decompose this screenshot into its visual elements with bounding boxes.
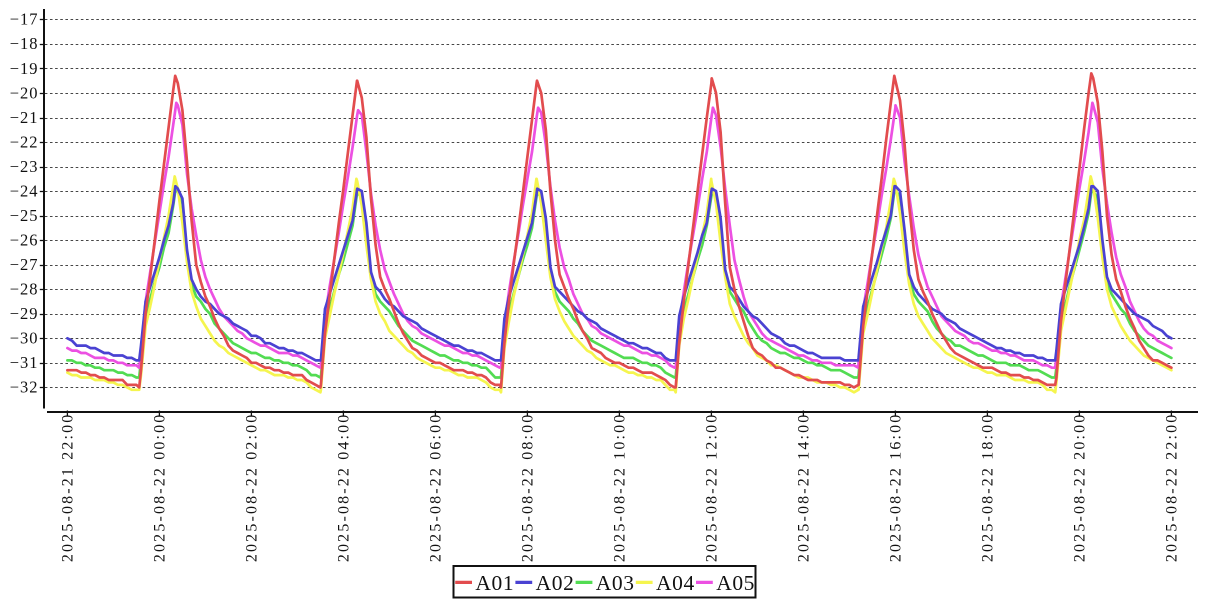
svg-text:−24: −24 — [10, 181, 39, 200]
svg-text:−22: −22 — [10, 132, 39, 151]
svg-text:−20: −20 — [10, 83, 39, 102]
svg-text:−23: −23 — [10, 157, 39, 176]
svg-text:−17: −17 — [10, 10, 39, 29]
svg-text:2025-08-22 00:00: 2025-08-22 00:00 — [152, 413, 169, 563]
svg-text:2025-08-22 20:00: 2025-08-22 20:00 — [1072, 413, 1089, 563]
svg-text:2025-08-22 10:00: 2025-08-22 10:00 — [612, 413, 629, 563]
svg-text:2025-08-22 06:00: 2025-08-22 06:00 — [428, 413, 445, 563]
svg-text:2025-08-22 22:00: 2025-08-22 22:00 — [1164, 413, 1181, 563]
svg-text:2025-08-22 14:00: 2025-08-22 14:00 — [796, 413, 813, 563]
svg-text:−30: −30 — [10, 329, 39, 348]
svg-text:2025-08-22 16:00: 2025-08-22 16:00 — [888, 413, 905, 563]
svg-text:A01: A01 — [475, 571, 514, 595]
svg-text:−29: −29 — [10, 304, 39, 323]
svg-text:−21: −21 — [10, 108, 39, 127]
svg-text:−26: −26 — [10, 231, 39, 250]
svg-text:2025-08-22 12:00: 2025-08-22 12:00 — [704, 413, 721, 563]
svg-text:−28: −28 — [10, 280, 39, 299]
svg-text:2025-08-21 22:00: 2025-08-21 22:00 — [60, 413, 77, 563]
svg-text:2025-08-22 04:00: 2025-08-22 04:00 — [336, 413, 353, 563]
svg-text:−27: −27 — [10, 255, 39, 274]
svg-text:−18: −18 — [10, 34, 39, 53]
svg-text:A04: A04 — [656, 571, 695, 595]
svg-text:A02: A02 — [536, 571, 575, 595]
svg-text:−31: −31 — [10, 353, 39, 372]
svg-text:2025-08-22 02:00: 2025-08-22 02:00 — [244, 413, 261, 563]
svg-text:A05: A05 — [716, 571, 755, 595]
svg-text:−32: −32 — [10, 378, 39, 397]
svg-text:2025-08-22 18:00: 2025-08-22 18:00 — [980, 413, 997, 563]
svg-text:−19: −19 — [10, 59, 39, 78]
svg-text:2025-08-22 08:00: 2025-08-22 08:00 — [520, 413, 537, 563]
svg-text:A03: A03 — [596, 571, 635, 595]
svg-text:−25: −25 — [10, 206, 39, 225]
